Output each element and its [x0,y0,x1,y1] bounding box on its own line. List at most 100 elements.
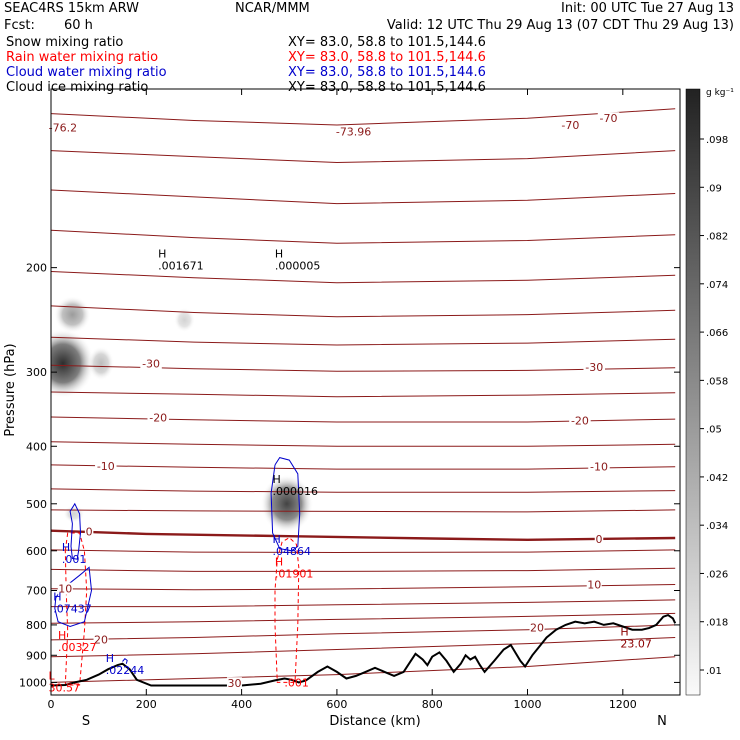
isotherm-label: 0 [86,526,93,539]
rain-water-contours [64,532,300,686]
field-xy-snow: XY= 83.0, 58.8 to 101.5,144.6 [288,35,486,50]
extremum-value: .001671 [158,260,204,273]
cloud-water-contours [54,457,301,664]
rain-water-contour [64,532,88,686]
isotherm-line [51,271,676,284]
isotherm-line [51,336,676,346]
isotherm-label-bg [147,411,169,424]
isotherm-line [51,567,676,572]
isotherm-label: 30 [227,677,241,690]
colorbar-label: .05 [706,425,722,436]
isotherm-line [51,391,676,398]
isotherm-line [51,637,676,658]
extremum-value: .001 [284,676,309,689]
colorbar-label: .042 [706,473,728,484]
extremum-value: .02244 [106,664,145,677]
isotherm-line [51,509,676,513]
rain-water-contour [274,536,300,683]
y-tick-label: 600 [26,545,47,558]
isotherm-label: 0 [595,533,602,546]
colorbar-label: .09 [706,183,722,194]
terrain [51,613,677,687]
isotherm-label-bg [588,460,610,473]
x-tick-label: 1000 [514,698,542,711]
field-name-snow: Snow mixing ratio [6,35,124,50]
isotherm-line [51,150,676,164]
x-tick-label: 600 [326,698,347,711]
x-tick-label: 400 [231,698,252,711]
isotherm-line [51,612,676,624]
isotherm-label: -30 [585,361,603,374]
extremum-value: .01901 [275,567,314,580]
y-tick-label: 700 [26,585,47,598]
colorbar-label: .082 [706,232,728,243]
y-tick-label: 400 [26,440,47,453]
isotherm-line [51,305,676,318]
cloud-water-contour [122,658,128,664]
isotherm-label: 20 [94,633,108,646]
isotherm-label: -70 [600,112,618,125]
isotherm-label: -73.96 [336,126,371,139]
isotherm-label-bg [95,460,117,473]
colorbar-label: .098 [706,135,728,146]
extremum-marker: L [49,670,56,683]
extremum-marker: H [275,555,283,568]
field-name-cloud-water: Cloud water mixing ratio [6,65,167,80]
colorbar-label: .026 [706,569,728,580]
extremum-value: .000016 [272,485,318,498]
extremum-value: .07437 [53,603,92,616]
isotherm-label-bg [597,112,620,125]
extremum-marker: H [62,541,70,554]
colorbar-ramp [685,88,701,696]
temperature-contours [51,108,676,683]
isotherm-line [51,464,676,470]
extremum-marker: H [53,591,61,604]
isotherm-label-bg [559,119,582,132]
extremum-value: 23.07 [620,637,652,650]
isotherm-line [51,656,676,683]
extremum-value: .04864 [272,545,311,558]
isotherm-label-bg [57,582,73,595]
isotherm-line [51,189,676,205]
extremum-marker: H [272,533,280,546]
valid-label: Valid: 12 UTC Thu 29 Aug 13 (07 CDT Thu … [386,18,734,33]
field-xy-cloud-water: XY= 83.0, 58.8 to 101.5,144.6 [288,65,486,80]
shaded-blob [51,328,95,399]
x-tick-label: 0 [48,698,55,711]
center-label: NCAR/MMM [235,1,310,16]
field-xy-cloud-ice: XY= 83.0, 58.8 to 101.5,144.6 [288,80,486,95]
extremum-value: .000005 [275,260,321,273]
isotherm-line [51,624,676,641]
isotherm-label: -30 [142,357,160,370]
isotherm-label-bg [84,525,94,538]
isotherm-line [51,441,676,447]
isotherm-label-bg [45,121,81,134]
extremum-marker: H [106,652,114,665]
extremum-marker: H [158,248,166,261]
colorbar-label: .066 [706,328,728,339]
extremum-value: .001 [62,553,87,566]
x-tick-label: 1200 [609,698,637,711]
isotherm-line [51,584,676,591]
y-tick-label: 500 [26,498,47,511]
plot-frame [50,88,681,696]
shaded-blob [87,346,115,381]
cloud-water-contour [270,457,301,552]
isotherm-label: 10 [587,579,601,592]
contour-labels: -76.2 -73.96 -70 -70 -30 -30 -20 -20 -10 -10 0 0 10 1… [45,112,652,695]
isotherm-label-bg [594,532,604,545]
cloud-water-contour [69,502,82,560]
colorbar-label: .074 [706,280,728,291]
colorbar-unit: g kg⁻¹ [706,88,734,98]
field-xy-rain: XY= 83.0, 58.8 to 101.5,144.6 [288,50,486,65]
colorbar-label: .018 [706,618,728,629]
isotherm-label-bg [569,414,591,427]
isotherm-label-bg [93,633,109,646]
colorbar: g kg⁻¹ .098 .09 .082 .074 .066 .058 .05 .042 .03… [685,88,734,696]
isotherm-line [51,599,676,608]
isotherm-label-bg [140,357,162,370]
isotherm-label: -20 [571,415,589,428]
isotherm-label: -10 [590,461,608,474]
fcst-value: 60 h [64,18,93,33]
